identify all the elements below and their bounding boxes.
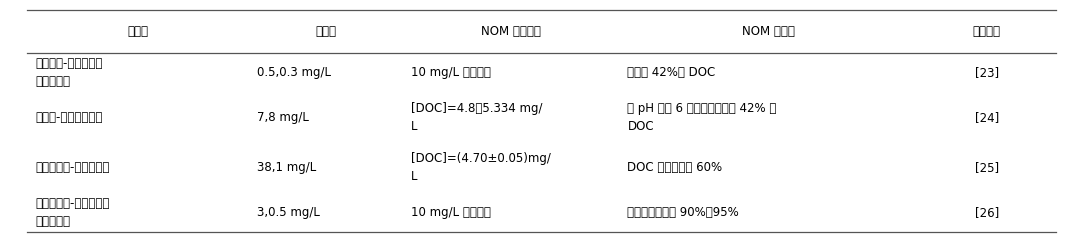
- Text: [26]: [26]: [974, 206, 999, 219]
- Text: 混凝剂: 混凝剂: [127, 25, 148, 38]
- Text: 腐植酸去除率在 90%～95%: 腐植酸去除率在 90%～95%: [627, 206, 739, 219]
- Text: 10 mg/L 的腐植酸: 10 mg/L 的腐植酸: [411, 206, 491, 219]
- Text: NOM 去除率: NOM 去除率: [742, 25, 795, 38]
- Text: [24]: [24]: [974, 111, 999, 124]
- Text: 3,0.5 mg/L: 3,0.5 mg/L: [257, 206, 320, 219]
- Text: 7,8 mg/L: 7,8 mg/L: [257, 111, 309, 124]
- Text: NOM 质量浓度: NOM 质量浓度: [481, 25, 541, 38]
- Text: 聚合硫酸钛-聚丙烯酰胺: 聚合硫酸钛-聚丙烯酰胺: [36, 161, 110, 174]
- Text: 在 pH 值为 6 的条件下去除了 42% 的
DOC: 在 pH 值为 6 的条件下去除了 42% 的 DOC: [627, 102, 777, 133]
- Text: 去除了 42%的 DOC: 去除了 42%的 DOC: [627, 66, 716, 79]
- Text: 四氯化钛-二甲基二烯
丙基氯化铵: 四氯化钛-二甲基二烯 丙基氯化铵: [36, 57, 103, 88]
- Text: [25]: [25]: [975, 161, 999, 174]
- Text: DOC 去除率大于 60%: DOC 去除率大于 60%: [627, 161, 723, 174]
- Text: [DOC]=4.8～5.334 mg/
L: [DOC]=4.8～5.334 mg/ L: [411, 102, 543, 133]
- Text: 参考文献: 参考文献: [973, 25, 1001, 38]
- Text: 硫酸铝-阳离子聚酰胺: 硫酸铝-阳离子聚酰胺: [36, 111, 103, 124]
- Text: 聚合氯化铝-二甲基二烯
丙基氯化铵: 聚合氯化铝-二甲基二烯 丙基氯化铵: [36, 197, 110, 228]
- Text: 0.5,0.3 mg/L: 0.5,0.3 mg/L: [257, 66, 330, 79]
- Text: [DOC]=(4.70±0.05)mg/
L: [DOC]=(4.70±0.05)mg/ L: [411, 152, 551, 183]
- Text: 10 mg/L 的腐植酸: 10 mg/L 的腐植酸: [411, 66, 491, 79]
- Text: 投加量: 投加量: [315, 25, 336, 38]
- Text: [23]: [23]: [975, 66, 999, 79]
- Text: 38,1 mg/L: 38,1 mg/L: [257, 161, 316, 174]
